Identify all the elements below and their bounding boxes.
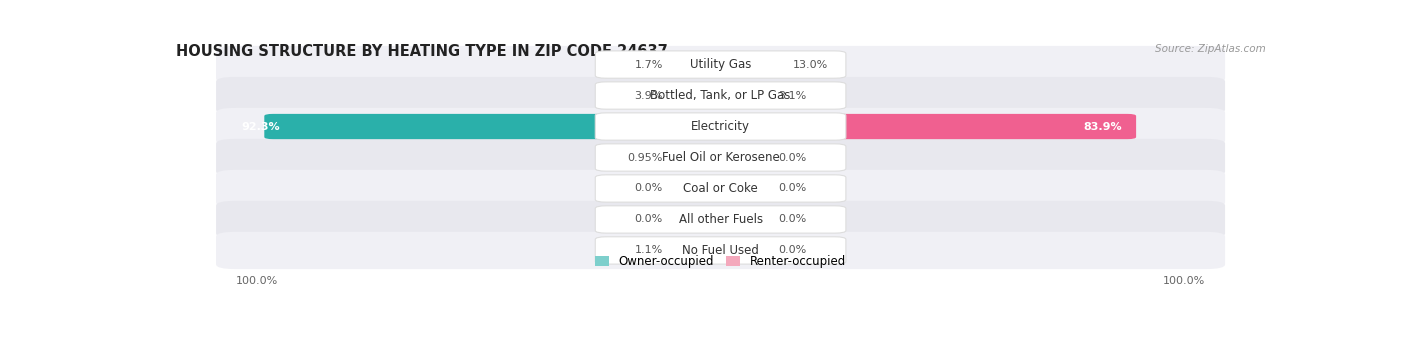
Text: Electricity: Electricity [692,120,749,133]
FancyBboxPatch shape [595,175,846,202]
FancyBboxPatch shape [595,82,846,109]
Text: 0.0%: 0.0% [634,214,662,224]
FancyBboxPatch shape [711,238,779,263]
Text: 3.9%: 3.9% [634,90,662,101]
FancyBboxPatch shape [217,170,1225,207]
FancyBboxPatch shape [711,114,1136,139]
Text: Source: ZipAtlas.com: Source: ZipAtlas.com [1154,44,1265,54]
FancyBboxPatch shape [217,77,1225,114]
FancyBboxPatch shape [595,144,846,171]
Text: 0.0%: 0.0% [779,246,807,255]
Text: 1.1%: 1.1% [634,246,662,255]
Text: Coal or Coke: Coal or Coke [683,182,758,195]
Text: 100.0%: 100.0% [1163,277,1205,286]
FancyBboxPatch shape [217,139,1225,176]
Text: 100.0%: 100.0% [236,277,278,286]
Text: 0.0%: 0.0% [779,152,807,163]
FancyBboxPatch shape [662,207,730,232]
Text: Bottled, Tank, or LP Gas: Bottled, Tank, or LP Gas [651,89,790,102]
FancyBboxPatch shape [595,237,846,264]
Text: 83.9%: 83.9% [1084,121,1122,132]
Text: 0.0%: 0.0% [779,214,807,224]
FancyBboxPatch shape [662,52,730,77]
FancyBboxPatch shape [662,238,730,263]
FancyBboxPatch shape [595,51,846,78]
Text: 0.0%: 0.0% [779,183,807,193]
Text: 92.3%: 92.3% [242,121,280,132]
Text: 0.0%: 0.0% [634,183,662,193]
Text: 13.0%: 13.0% [793,60,828,70]
FancyBboxPatch shape [711,176,779,201]
Text: Utility Gas: Utility Gas [690,58,751,71]
FancyBboxPatch shape [217,201,1225,238]
FancyBboxPatch shape [711,83,779,108]
FancyBboxPatch shape [662,176,730,201]
Text: All other Fuels: All other Fuels [679,213,762,226]
Text: No Fuel Used: No Fuel Used [682,244,759,257]
FancyBboxPatch shape [662,145,730,170]
Text: 0.95%: 0.95% [627,152,662,163]
Text: 1.7%: 1.7% [634,60,662,70]
Text: HOUSING STRUCTURE BY HEATING TYPE IN ZIP CODE 24637: HOUSING STRUCTURE BY HEATING TYPE IN ZIP… [176,44,668,59]
FancyBboxPatch shape [264,114,730,139]
FancyBboxPatch shape [711,145,779,170]
FancyBboxPatch shape [595,113,846,140]
FancyBboxPatch shape [595,206,846,233]
Legend: Owner-occupied, Renter-occupied: Owner-occupied, Renter-occupied [591,251,851,273]
FancyBboxPatch shape [662,83,730,108]
Text: 3.1%: 3.1% [779,90,807,101]
FancyBboxPatch shape [711,52,793,77]
FancyBboxPatch shape [217,108,1225,145]
FancyBboxPatch shape [711,207,779,232]
Text: Fuel Oil or Kerosene: Fuel Oil or Kerosene [662,151,779,164]
FancyBboxPatch shape [217,232,1225,269]
FancyBboxPatch shape [217,46,1225,83]
